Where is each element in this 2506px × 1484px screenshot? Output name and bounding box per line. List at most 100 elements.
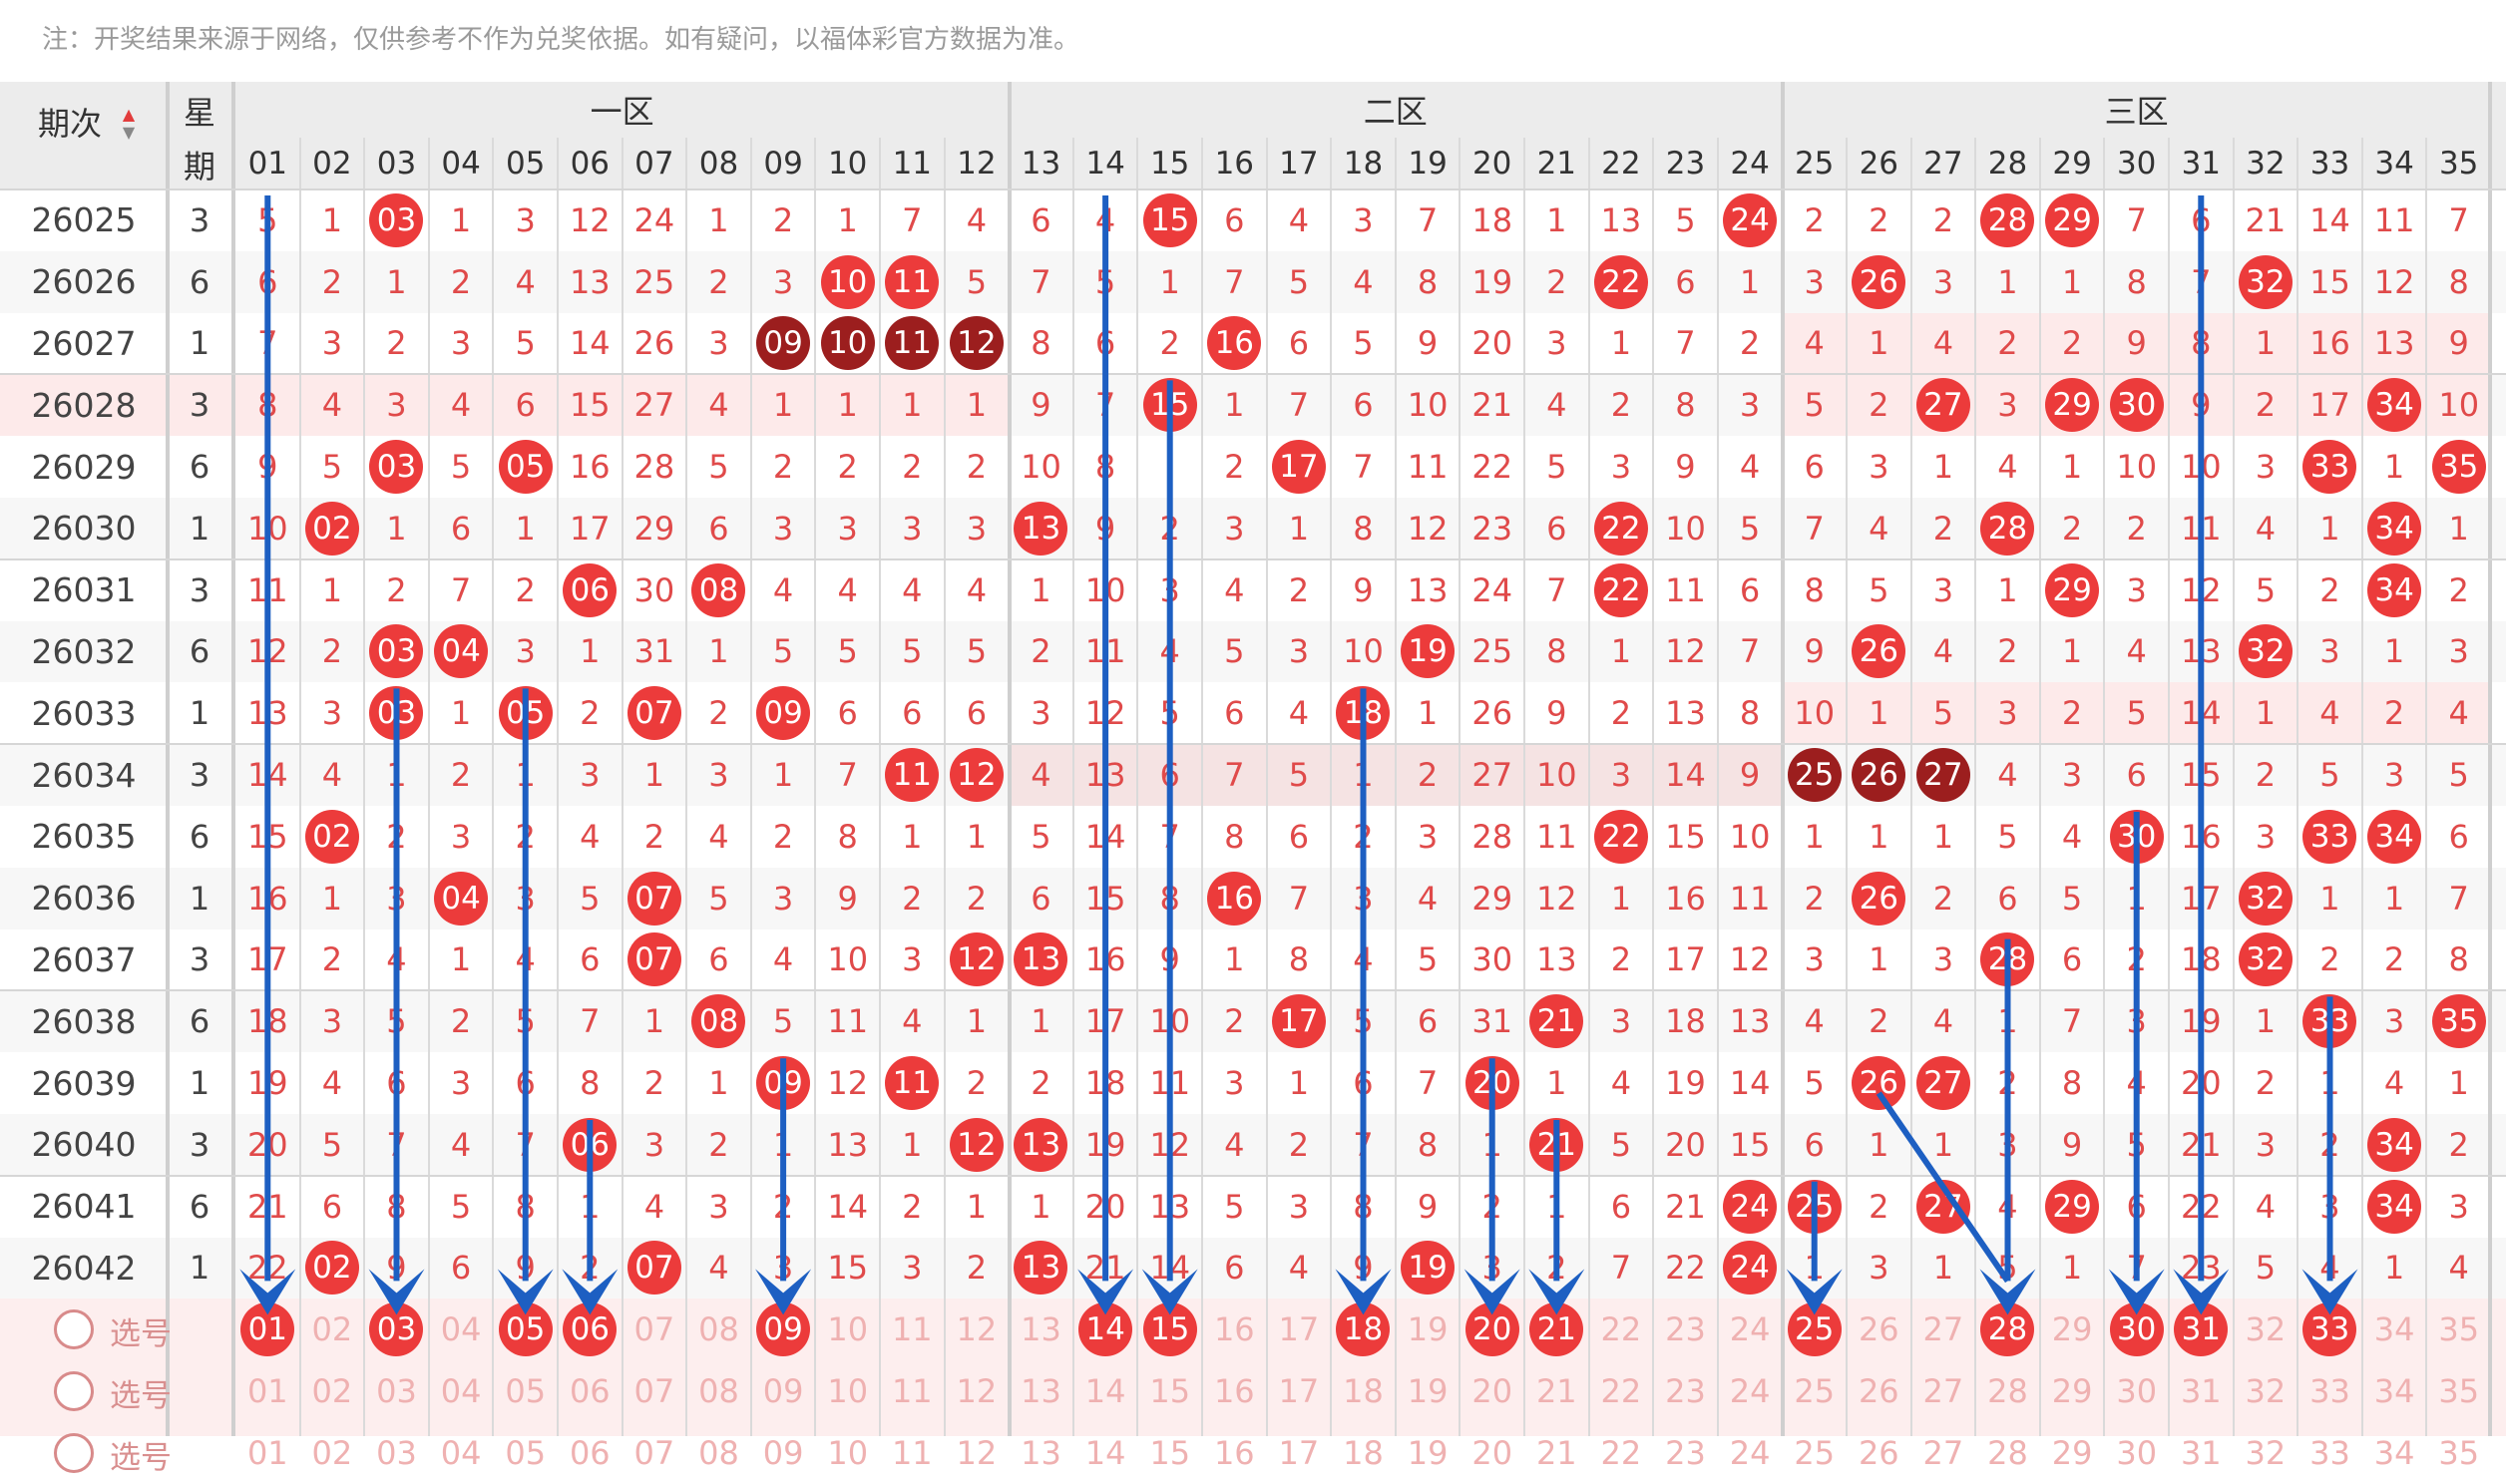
select-number-cell[interactable]: 01 — [235, 1298, 300, 1360]
select-number-cell[interactable]: 13 — [1021, 1310, 1061, 1349]
select-number-cell[interactable]: 20 — [1471, 1372, 1513, 1411]
select-number-cell[interactable]: 29 — [2051, 1433, 2093, 1472]
select-number-cell[interactable]: 34 — [2373, 1310, 2415, 1349]
select-number-cell[interactable]: 30 — [2116, 1433, 2158, 1472]
select-number-cell[interactable]: 07 — [633, 1433, 675, 1472]
select-number-cell[interactable]: 19 — [1407, 1372, 1449, 1411]
select-row-label[interactable]: 选号 — [110, 1440, 172, 1476]
select-number-cell[interactable]: 08 — [698, 1310, 739, 1349]
select-row-label[interactable]: 选号 — [110, 1378, 172, 1415]
select-number-cell[interactable]: 01 — [246, 1433, 288, 1472]
select-number-cell[interactable]: 02 — [311, 1310, 353, 1349]
select-number-cell[interactable]: 19 — [1407, 1433, 1449, 1472]
select-number-cell[interactable]: 13 — [1021, 1433, 1061, 1472]
select-number-cell[interactable]: 20 — [1460, 1298, 1524, 1360]
select-number-cell[interactable]: 04 — [440, 1433, 482, 1472]
select-number-cell[interactable]: 06 — [558, 1298, 623, 1360]
picked-number-ball[interactable]: 25 — [1787, 1302, 1842, 1357]
select-number-cell[interactable]: 26 — [1858, 1372, 1899, 1411]
select-number-cell[interactable]: 27 — [1922, 1372, 1964, 1411]
select-number-cell[interactable]: 14 — [1073, 1298, 1138, 1360]
select-number-cell[interactable]: 15 — [1149, 1372, 1191, 1411]
select-number-cell[interactable]: 05 — [505, 1372, 547, 1411]
select-number-cell[interactable]: 16 — [1213, 1433, 1255, 1472]
select-number-cell[interactable]: 18 — [1331, 1298, 1396, 1360]
select-number-cell[interactable]: 07 — [633, 1372, 675, 1411]
select-number-cell[interactable]: 09 — [762, 1372, 804, 1411]
sort-arrows-icon[interactable]: ▲ ▼ — [122, 105, 136, 142]
select-number-cell[interactable]: 35 — [2438, 1310, 2480, 1349]
select-number-cell[interactable]: 30 — [2116, 1372, 2158, 1411]
select-number-cell[interactable]: 14 — [1084, 1433, 1126, 1472]
select-number-cell[interactable]: 25 — [1794, 1433, 1836, 1472]
select-number-cell[interactable]: 05 — [493, 1298, 558, 1360]
select-row-radio[interactable] — [54, 1433, 94, 1473]
select-number-cell[interactable]: 21 — [1535, 1433, 1577, 1472]
picked-number-ball[interactable]: 14 — [1078, 1302, 1133, 1357]
select-number-cell[interactable]: 07 — [633, 1310, 675, 1349]
select-number-cell[interactable]: 11 — [891, 1310, 933, 1349]
select-number-cell[interactable]: 35 — [2438, 1433, 2480, 1472]
picked-number-ball[interactable]: 06 — [563, 1302, 618, 1357]
select-number-cell[interactable]: 12 — [956, 1372, 998, 1411]
select-number-cell[interactable]: 24 — [1729, 1372, 1771, 1411]
select-number-cell[interactable]: 10 — [827, 1433, 869, 1472]
picked-number-ball[interactable]: 15 — [1142, 1302, 1197, 1357]
picked-number-ball[interactable]: 30 — [2109, 1302, 2164, 1357]
select-number-cell[interactable]: 01 — [246, 1372, 288, 1411]
select-number-cell[interactable]: 27 — [1922, 1310, 1964, 1349]
select-number-cell[interactable]: 21 — [1535, 1372, 1577, 1411]
select-number-cell[interactable]: 23 — [1665, 1433, 1706, 1472]
picked-number-ball[interactable]: 33 — [2302, 1302, 2357, 1357]
select-number-cell[interactable]: 32 — [2245, 1372, 2287, 1411]
select-number-cell[interactable]: 09 — [751, 1298, 816, 1360]
select-number-cell[interactable]: 08 — [698, 1372, 739, 1411]
select-number-cell[interactable]: 35 — [2438, 1372, 2480, 1411]
select-number-cell[interactable]: 12 — [956, 1433, 998, 1472]
select-number-cell[interactable]: 16 — [1213, 1372, 1255, 1411]
select-number-cell[interactable]: 34 — [2373, 1372, 2415, 1411]
picked-number-ball[interactable]: 21 — [1529, 1302, 1584, 1357]
picked-number-ball[interactable]: 03 — [369, 1302, 424, 1357]
select-number-cell[interactable]: 21 — [1524, 1298, 1589, 1360]
select-number-cell[interactable]: 31 — [2169, 1298, 2234, 1360]
picked-number-ball[interactable]: 01 — [240, 1302, 295, 1357]
picked-number-ball[interactable]: 31 — [2174, 1302, 2229, 1357]
select-number-cell[interactable]: 17 — [1278, 1310, 1320, 1349]
select-number-cell[interactable]: 04 — [440, 1372, 482, 1411]
select-number-cell[interactable]: 18 — [1343, 1372, 1384, 1411]
period-header[interactable]: 期次 — [37, 105, 102, 143]
select-number-cell[interactable]: 31 — [2180, 1372, 2222, 1411]
select-row-radio[interactable] — [54, 1309, 94, 1350]
select-number-cell[interactable]: 15 — [1149, 1433, 1191, 1472]
select-number-cell[interactable]: 02 — [311, 1433, 353, 1472]
select-number-cell[interactable]: 22 — [1600, 1310, 1642, 1349]
select-number-cell[interactable]: 04 — [440, 1310, 482, 1349]
select-number-cell[interactable]: 25 — [1794, 1372, 1836, 1411]
select-row-label[interactable]: 选号 — [110, 1316, 172, 1353]
select-number-cell[interactable]: 32 — [2245, 1310, 2287, 1349]
select-number-cell[interactable]: 10 — [827, 1310, 869, 1349]
select-number-cell[interactable]: 05 — [505, 1433, 547, 1472]
select-number-cell[interactable]: 20 — [1471, 1433, 1513, 1472]
select-number-cell[interactable]: 28 — [1975, 1298, 2040, 1360]
select-number-cell[interactable]: 18 — [1343, 1433, 1384, 1472]
select-number-cell[interactable]: 16 — [1213, 1310, 1255, 1349]
select-number-cell[interactable]: 02 — [311, 1372, 353, 1411]
select-number-cell[interactable]: 30 — [2104, 1298, 2169, 1360]
select-number-cell[interactable]: 26 — [1858, 1433, 1899, 1472]
select-number-cell[interactable]: 24 — [1729, 1433, 1771, 1472]
select-number-cell[interactable]: 22 — [1600, 1372, 1642, 1411]
select-number-cell[interactable]: 28 — [1987, 1372, 2028, 1411]
picked-number-ball[interactable]: 28 — [1980, 1302, 2035, 1357]
select-number-cell[interactable]: 15 — [1137, 1298, 1202, 1360]
select-number-cell[interactable]: 09 — [762, 1433, 804, 1472]
picked-number-ball[interactable]: 20 — [1464, 1302, 1519, 1357]
select-number-cell[interactable]: 34 — [2373, 1433, 2415, 1472]
select-number-cell[interactable]: 33 — [2309, 1433, 2350, 1472]
select-number-cell[interactable]: 24 — [1729, 1310, 1771, 1349]
select-number-cell[interactable]: 28 — [1987, 1433, 2028, 1472]
select-number-cell[interactable]: 14 — [1084, 1372, 1126, 1411]
select-number-cell[interactable]: 31 — [2180, 1433, 2222, 1472]
select-number-cell[interactable]: 12 — [956, 1310, 998, 1349]
